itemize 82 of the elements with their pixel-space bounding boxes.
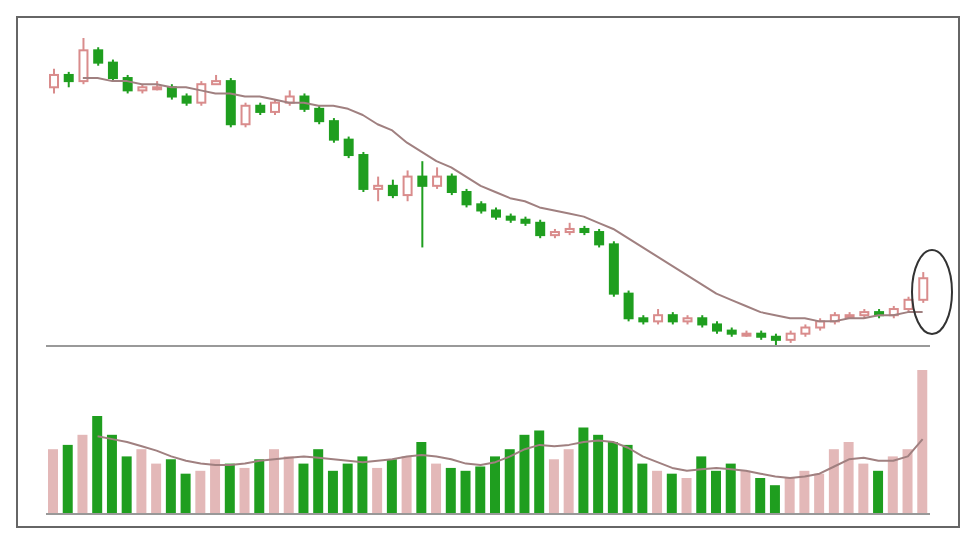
bar [696,456,707,514]
bar [769,485,780,514]
bar [416,442,427,514]
candlestick [918,271,929,304]
bar [77,434,88,514]
bar [48,449,58,514]
bar [828,449,839,514]
bar [460,470,471,514]
bar [814,473,825,514]
bar [578,427,589,514]
bar [534,430,545,514]
bar [681,478,692,514]
candlestick [78,38,89,86]
bar [210,459,221,514]
bar [165,459,176,514]
bar [519,434,530,514]
bar [475,466,486,514]
candlestick [623,289,634,323]
candlestick [196,80,207,107]
bar [784,478,795,514]
bar [283,456,294,514]
bar [372,467,383,514]
bar [136,449,147,514]
bar [548,459,559,514]
bar [342,463,353,514]
bar [298,463,309,514]
candlestick [461,187,472,209]
bar [357,456,368,514]
bar [386,459,397,514]
candlestick [314,104,325,126]
candlestick [240,101,251,129]
bar [666,473,677,514]
bar [92,416,103,514]
bar [431,463,442,514]
bar [62,444,73,514]
candlestick [594,227,605,249]
bar [151,463,162,514]
candlestick [343,135,354,160]
bar [180,473,191,514]
candlestick [373,175,384,203]
candlestick [417,160,428,249]
bar [313,449,324,514]
candlestick [358,150,369,193]
bar [239,467,250,514]
bar [902,449,913,514]
bar [327,470,338,514]
bar [652,470,663,514]
bar [504,449,515,514]
candlestick [387,178,398,200]
bar [887,456,898,514]
bar [740,470,751,514]
bar [224,463,235,514]
candlestick [535,218,546,240]
candlestick [49,67,59,95]
bar [445,467,456,514]
candlestick [446,172,457,197]
bar [711,470,721,514]
bar [106,434,117,514]
bar [622,444,633,514]
bar [490,456,500,514]
bar [254,459,265,514]
bar [873,470,884,514]
bar [755,478,766,514]
candlestick [402,169,413,203]
bar [121,456,132,514]
candlestick [432,166,443,190]
bar [917,370,928,514]
bar [725,463,736,514]
bar [401,456,412,514]
candlestick [107,58,118,83]
bar [843,442,854,514]
bar [799,470,810,514]
bar [593,434,604,514]
candlestick [225,77,236,129]
candlestick [93,46,104,67]
bar [858,463,869,514]
bar [195,470,206,514]
bar [269,449,279,514]
bar [563,449,574,514]
candlestick [328,117,339,144]
bar [637,463,648,514]
bar [607,442,618,514]
